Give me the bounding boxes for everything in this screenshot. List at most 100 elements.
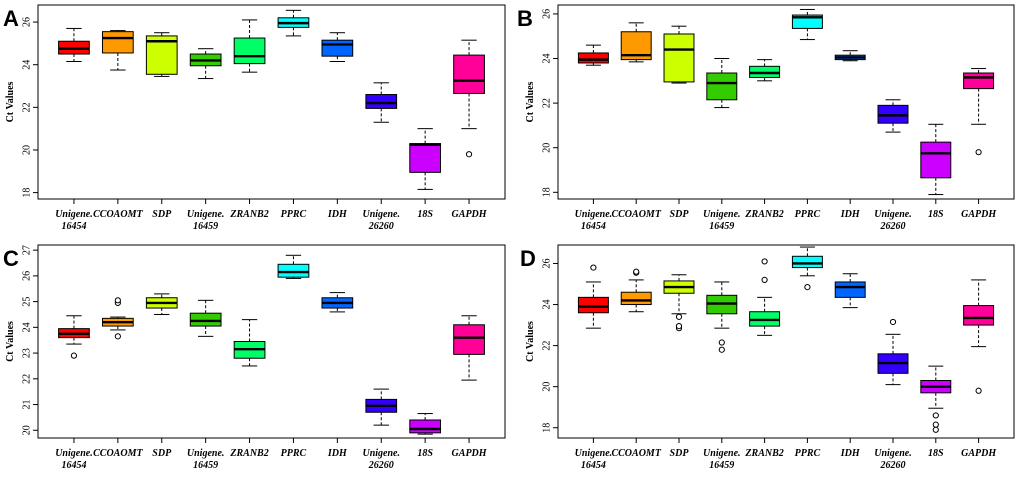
box-18s: 18S bbox=[409, 128, 442, 220]
iqr-box bbox=[409, 143, 442, 173]
x-tick-label: IDH bbox=[327, 448, 348, 459]
x-tick-label: GAPDH bbox=[961, 209, 997, 220]
box-pprc: PPRC bbox=[277, 9, 310, 220]
x-tick-label: Unigene. 16454 bbox=[55, 448, 93, 471]
x-tick-label: 18S bbox=[417, 209, 433, 220]
x-tick-label: SDP bbox=[152, 209, 172, 220]
y-tick-label: 26 bbox=[21, 271, 32, 281]
plot-frame bbox=[557, 244, 1015, 439]
iqr-box bbox=[791, 255, 823, 269]
box-18s: 18S bbox=[409, 413, 442, 459]
outlier-point bbox=[718, 346, 725, 353]
box-zranb2: ZRANB2 bbox=[744, 59, 784, 220]
panel-d: D 18 20 22 24 26 Ct Values Unigene. 16454CCOAOMT… bbox=[520, 244, 1015, 471]
y-tick-label: 26 bbox=[21, 17, 32, 27]
box-ccoaomt: CCOAOMT bbox=[611, 268, 662, 459]
y-tick-label: 18 bbox=[541, 423, 552, 433]
box-sdp: SDP bbox=[145, 293, 178, 459]
iqr-box bbox=[834, 281, 866, 298]
iqr-box bbox=[620, 291, 652, 306]
box-unigene16454: Unigene. 16454 bbox=[575, 44, 613, 232]
y-axis-label: Ct Values bbox=[5, 81, 16, 122]
outlier-point bbox=[761, 276, 768, 284]
x-tick-label: CCOAOMT bbox=[611, 209, 661, 220]
panel-letter-b: B bbox=[517, 6, 533, 31]
box-unigene26260: Unigene. 26260 bbox=[363, 388, 401, 471]
box-sdp: SDP bbox=[663, 25, 695, 220]
y-tick-label: 26 bbox=[541, 9, 552, 19]
x-tick-label: ZRANB2 bbox=[744, 209, 783, 220]
iqr-box bbox=[409, 419, 442, 434]
outlier-point bbox=[590, 264, 597, 271]
box-unigene16459: Unigene. 16459 bbox=[187, 299, 224, 471]
x-tick-label: PPRC bbox=[281, 209, 307, 220]
x-tick-label: SDP bbox=[670, 448, 690, 459]
y-tick-label: 24 bbox=[21, 60, 32, 70]
box-gapdh: GAPDH bbox=[452, 39, 488, 220]
plot-frame bbox=[37, 4, 506, 200]
y-axis-label: Ct Values bbox=[525, 321, 536, 362]
x-tick-label: GAPDH bbox=[452, 209, 488, 220]
box-unigene26260: Unigene. 26260 bbox=[874, 318, 912, 471]
panel-letter-d: D bbox=[520, 246, 536, 271]
box-ccoaomt: CCOAOMT bbox=[93, 30, 143, 220]
box-gapdh: GAPDH bbox=[452, 315, 488, 459]
outlier-point bbox=[114, 333, 121, 340]
box-gapdh: GAPDH bbox=[961, 279, 997, 459]
iqr-box bbox=[663, 33, 695, 83]
box-18s: 18S bbox=[920, 123, 952, 220]
outlier-point bbox=[70, 352, 78, 359]
box-zranb2: ZRANB2 bbox=[229, 19, 269, 220]
x-tick-label: Unigene. 16459 bbox=[703, 448, 741, 471]
outlier-point bbox=[932, 421, 939, 428]
outlier-point bbox=[718, 339, 725, 346]
iqr-box bbox=[453, 54, 485, 94]
x-tick-label: IDH bbox=[840, 448, 861, 459]
x-tick-label: Unigene. 26260 bbox=[874, 209, 912, 232]
y-tick-label: 26 bbox=[541, 258, 552, 268]
outlier-point bbox=[804, 283, 811, 291]
x-tick-label: Unigene. 26260 bbox=[363, 209, 401, 232]
iqr-box bbox=[920, 141, 952, 179]
x-tick-label: GAPDH bbox=[961, 448, 997, 459]
x-tick-label: SDP bbox=[670, 209, 690, 220]
iqr-box bbox=[706, 72, 738, 101]
box-pprc: PPRC bbox=[791, 246, 823, 459]
outlier-point bbox=[465, 151, 473, 158]
y-tick-label: 20 bbox=[21, 425, 32, 435]
iqr-box bbox=[277, 263, 310, 278]
iqr-box bbox=[321, 39, 354, 57]
x-tick-label: Unigene. 26260 bbox=[363, 448, 401, 471]
box-pprc: PPRC bbox=[791, 8, 823, 220]
outlier-point bbox=[975, 149, 982, 156]
x-tick-label: ZRANB2 bbox=[744, 448, 783, 459]
iqr-box bbox=[577, 52, 609, 64]
y-tick-label: 25 bbox=[21, 297, 32, 307]
box-unigene16454: Unigene. 16454 bbox=[55, 27, 93, 232]
y-axis-label: Ct Values bbox=[525, 81, 536, 122]
x-tick-label: 18S bbox=[417, 448, 433, 459]
panel-b: B 18 20 22 24 26 Ct Values Unigene. 16454CCOAOMT… bbox=[517, 4, 1015, 232]
x-tick-label: Unigene. 16454 bbox=[575, 209, 613, 232]
outlier-point bbox=[889, 318, 897, 326]
iqr-box bbox=[963, 72, 995, 90]
box-unigene16454: Unigene. 16454 bbox=[55, 315, 93, 471]
x-tick-label: Unigene. 16454 bbox=[575, 448, 613, 471]
panel-a: A 18 20 22 24 26 Ct Values Unigene. 16454CCOAOMT… bbox=[3, 4, 506, 232]
box-zranb2: ZRANB2 bbox=[229, 319, 269, 459]
x-tick-label: SDP bbox=[152, 448, 172, 459]
x-tick-label: PPRC bbox=[281, 448, 307, 459]
plot-frame bbox=[557, 4, 1015, 200]
box-ccoaomt: CCOAOMT bbox=[93, 297, 143, 459]
panel-c: C 20 21 22 23 24 25 26 27 Ct Values Unigene. 16454C… bbox=[3, 244, 506, 471]
box-idh: IDH bbox=[321, 292, 354, 459]
iqr-box bbox=[963, 305, 995, 326]
plot-frame bbox=[37, 244, 506, 439]
box-ccoaomt: CCOAOMT bbox=[611, 22, 662, 220]
box-unigene16459: Unigene. 16459 bbox=[703, 281, 741, 471]
iqr-box bbox=[453, 324, 485, 355]
outlier-point bbox=[675, 323, 683, 330]
outlier-point bbox=[761, 258, 768, 265]
box-18s: 18S bbox=[920, 365, 952, 459]
